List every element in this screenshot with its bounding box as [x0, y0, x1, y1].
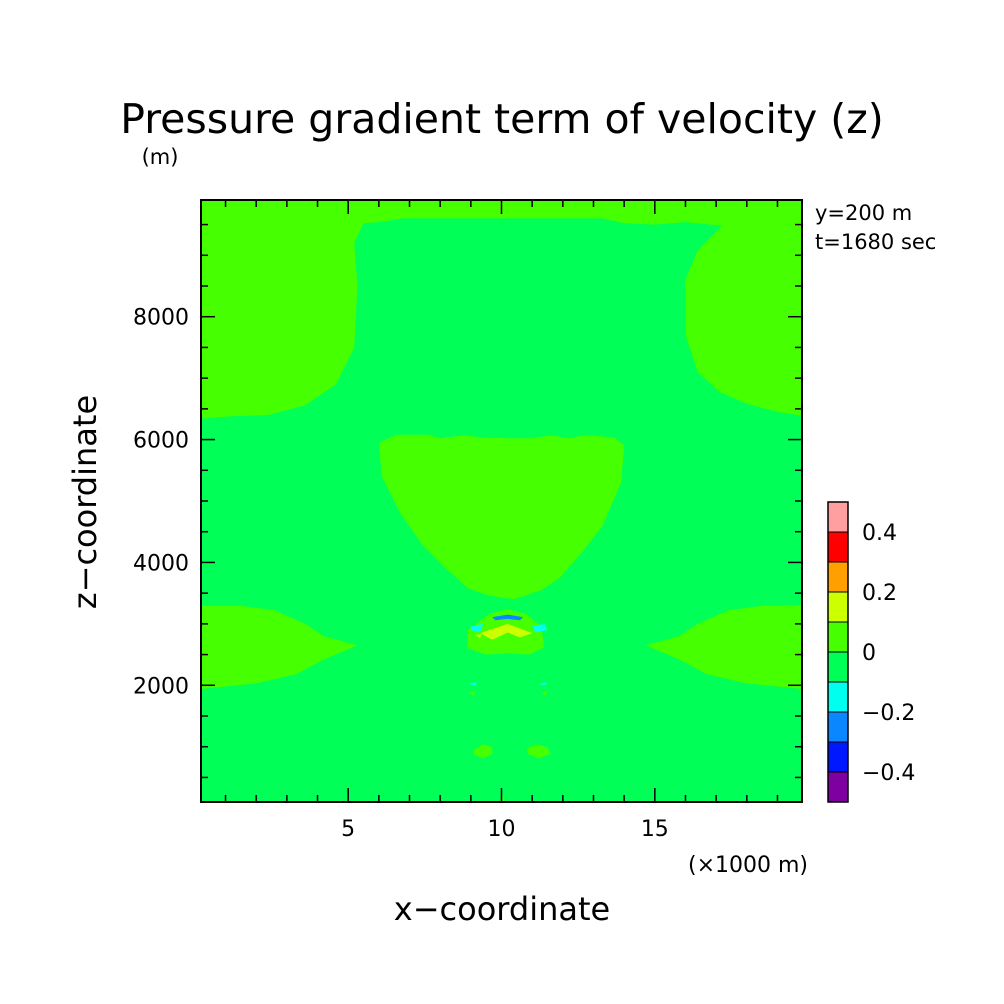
plot-area [200, 199, 803, 803]
x-tick-label: 15 [641, 817, 669, 842]
contour-region-right-lobe [645, 605, 802, 689]
contour-region-light-mark-left [475, 634, 482, 638]
contour-region-yellow-chevron [480, 623, 533, 640]
contour-region-central-bulb [378, 434, 625, 600]
colorbar-swatch [827, 561, 849, 593]
y-tick-label: 4000 [133, 551, 189, 576]
x-ticks: 5 10 15 [224, 200, 779, 842]
colorbar-frame [827, 501, 849, 803]
colorbar-tick-label: −0.4 [862, 761, 915, 786]
contour-region-left-lobe [201, 605, 358, 689]
x-axis-label: x−coordinate [394, 890, 610, 928]
colorbar-tick-label: 0 [862, 641, 876, 666]
contour-region-blue-bar [492, 614, 523, 621]
colorbar-tick-label: 0.2 [862, 581, 897, 606]
chart-title: Pressure gradient term of velocity (z) [120, 95, 884, 143]
colorbar-swatch [827, 531, 849, 563]
colorbar: −0.4 −0.2 0 0.2 0.4 [827, 501, 915, 803]
colorbar-swatch [827, 501, 849, 533]
colorbar-swatch [827, 681, 849, 713]
colorbar-swatch [827, 741, 849, 773]
x-tick-label: 10 [488, 817, 516, 842]
y-unit-label: (m) [142, 145, 179, 169]
colorbar-swatch [827, 651, 849, 683]
contour-region-cyan-right [532, 623, 548, 633]
x-unit-label: (×1000 m) [688, 853, 808, 878]
colorbar-swatch [827, 771, 849, 803]
colorbar-tick-label: 0.4 [862, 521, 897, 546]
contour-region-cyan-dot-left [467, 682, 477, 686]
annotation-t: t=1680 sec [815, 230, 936, 254]
colorbar-swatch [827, 711, 849, 743]
annotation-y: y=200 m [815, 201, 912, 225]
contour-region-blob-right-low [526, 744, 551, 759]
contour-region-blob-left-low [473, 744, 493, 759]
contour-region-mark-left-low [469, 691, 476, 696]
y-tick-label: 6000 [133, 429, 189, 454]
contour-region-cyan-dot-right [538, 682, 548, 686]
colorbar-swatch [827, 591, 849, 623]
colorbar-swatch [827, 621, 849, 653]
y-ticks: 2000 4000 6000 8000 [133, 223, 802, 779]
contour-region-mark-right-low [541, 691, 548, 696]
contour-region-cyan-left [470, 623, 484, 633]
contour-region-upper-plume [201, 200, 802, 419]
x-tick-label: 5 [341, 817, 355, 842]
y-tick-label: 2000 [133, 674, 189, 699]
y-tick-label: 8000 [133, 306, 189, 331]
y-axis-label: z−coordinate [66, 395, 104, 609]
colorbar-tick-label: −0.2 [862, 701, 915, 726]
